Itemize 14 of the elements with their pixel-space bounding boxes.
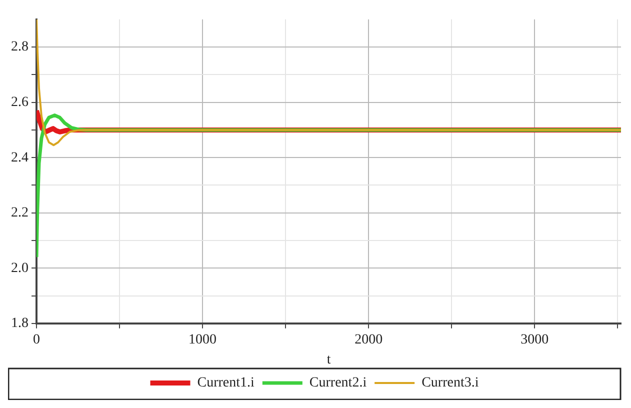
legend-label: Current1.i [197,376,255,391]
x-tick-label: 1000 [188,332,217,348]
x-tick-label: 0 [33,332,40,348]
y-tick-label: 2.0 [11,260,28,276]
x-axis-title: t [326,352,331,368]
x-tick-label: 2000 [354,332,383,348]
legend-label: Current3.i [422,376,479,391]
y-tick-label: 2.4 [11,150,28,166]
y-tick-label: 2.6 [11,94,28,110]
y-tick-label: 2.8 [11,40,28,55]
y-tick-label: 1.8 [11,316,28,332]
x-tick-label: 3000 [520,332,549,348]
legend-label: Current2.i [309,376,367,391]
y-tick-label: 2.2 [11,206,28,221]
